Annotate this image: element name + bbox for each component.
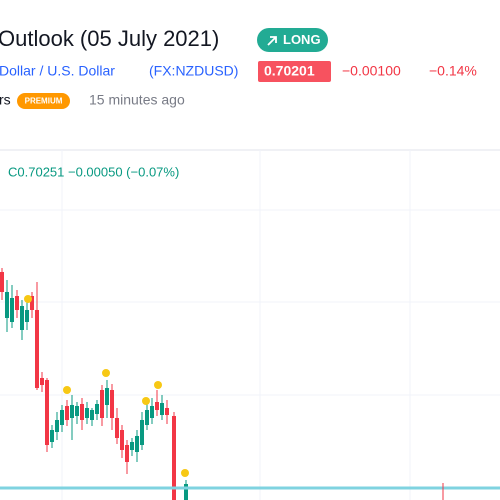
signal-dot xyxy=(154,381,162,389)
candle-body xyxy=(125,445,129,462)
candle-body xyxy=(105,388,109,405)
candle-body xyxy=(150,406,154,418)
price-box xyxy=(258,61,331,82)
candle-body xyxy=(15,296,19,310)
candle-body xyxy=(110,390,114,418)
publish-time: 15 minutes ago xyxy=(89,92,185,108)
badge-text: LONG xyxy=(283,32,321,47)
candle-body xyxy=(95,404,99,414)
candle-body xyxy=(75,406,79,416)
candle-body xyxy=(25,310,29,322)
candle-body xyxy=(55,420,59,432)
signal-dot xyxy=(102,369,110,377)
candle-body xyxy=(5,292,9,318)
candle-body xyxy=(50,430,54,442)
candle-body xyxy=(135,436,139,452)
price: 0.70201 xyxy=(264,63,315,79)
candle-body xyxy=(10,298,14,322)
candle-body xyxy=(155,402,159,410)
premium-badge xyxy=(17,93,70,109)
candle-body xyxy=(20,306,24,330)
candle-body xyxy=(90,410,94,420)
candle-body xyxy=(85,408,89,418)
chart-grid xyxy=(0,149,500,500)
candle-body xyxy=(100,390,104,418)
candle-body xyxy=(35,310,39,388)
candle-body xyxy=(172,416,176,500)
signal-dot xyxy=(181,469,189,477)
candle-body xyxy=(145,410,149,425)
idea-title: Outlook (05 July 2021) xyxy=(0,26,219,51)
candle-body xyxy=(70,405,74,418)
long-badge[interactable]: LONG xyxy=(257,28,328,52)
arrow-icon xyxy=(267,36,277,46)
candle-body xyxy=(120,430,124,450)
signal-dot xyxy=(63,386,71,394)
candle-body xyxy=(0,272,4,292)
ohlc-legend: C0.70251 −0.00050 (−0.07%) xyxy=(8,164,179,179)
candle-body xyxy=(45,380,49,445)
candle-body xyxy=(40,378,44,385)
author-name[interactable]: rs xyxy=(0,92,11,108)
badge-bg xyxy=(257,28,328,52)
symbol-name[interactable]: Dollar / U.S. Dollar xyxy=(0,63,115,79)
candle-body xyxy=(30,296,34,310)
candle-body xyxy=(115,418,119,438)
premium-text: PREMIUM xyxy=(25,97,63,106)
candle-body xyxy=(130,442,134,450)
candle-body xyxy=(165,408,169,415)
candle-body xyxy=(184,484,188,500)
price-change-percent: −0.14% xyxy=(429,63,477,79)
signal-dot xyxy=(24,295,32,303)
candles xyxy=(0,268,189,500)
candle-body xyxy=(60,410,64,425)
price-change: −0.00100 xyxy=(342,63,401,79)
symbol-ticker[interactable]: (FX:NZDUSD) xyxy=(149,63,238,79)
candle-body xyxy=(140,420,144,445)
candle-body xyxy=(80,404,84,420)
signal-dot xyxy=(142,397,150,405)
candle-body xyxy=(160,403,164,415)
candle-body xyxy=(65,406,69,420)
